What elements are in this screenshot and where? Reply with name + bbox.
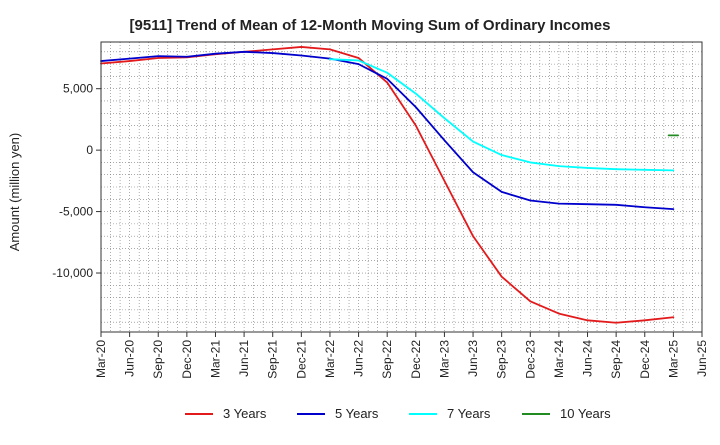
- x-tick-label: Mar-24: [552, 340, 566, 378]
- y-tick-label: 0: [86, 143, 93, 157]
- x-tick-label: Mar-23: [437, 340, 451, 378]
- x-tick-label: Sep-24: [609, 340, 623, 379]
- x-tick-label: Dec-24: [638, 340, 652, 379]
- series-line-5-years: [100, 50, 675, 211]
- x-tick-label: Jun-25: [695, 340, 709, 377]
- legend-label: 7 Years: [447, 406, 491, 421]
- x-tick-label: Dec-22: [409, 340, 423, 379]
- y-axis-label: Amount (million yen): [7, 133, 22, 252]
- series-line-7-years: [329, 58, 675, 172]
- x-tick-label: Mar-25: [666, 340, 680, 378]
- x-tick-label: Jun-20: [123, 340, 137, 377]
- x-tick-label: Jun-23: [466, 340, 480, 377]
- x-tick-label: Sep-20: [151, 340, 165, 379]
- y-tick-label: -5,000: [59, 205, 93, 219]
- y-tick-label: -10,000: [52, 266, 93, 280]
- grid-layer: [101, 42, 702, 332]
- x-tick-label: Jun-24: [581, 340, 595, 377]
- legend-label: 10 Years: [560, 406, 611, 421]
- x-tick-label: Jun-21: [237, 340, 251, 377]
- x-tick-label: Jun-22: [352, 340, 366, 377]
- axis-layer: 5,000 0 -5,000 -10,000 Mar-20 Jun-20 Sep-20 Dec…: [52, 82, 709, 379]
- series-layer: [100, 46, 680, 324]
- plot-frame: [100, 41, 703, 333]
- chart-title: [9511] Trend of Mean of 12-Month Moving …: [130, 17, 611, 34]
- x-tick-label: Dec-21: [294, 340, 308, 379]
- legend-label: 5 Years: [335, 406, 379, 421]
- x-tick-label: Dec-23: [523, 340, 537, 379]
- x-tick-label: Mar-20: [94, 340, 108, 378]
- legend: 3 Years 5 Years 7 Years 10 Years: [185, 406, 611, 421]
- x-tick-label: Mar-21: [208, 340, 222, 378]
- x-tick-label: Dec-20: [180, 340, 194, 379]
- legend-label: 3 Years: [223, 406, 267, 421]
- series-line-3-years: [100, 46, 675, 324]
- x-tick-label: Mar-22: [323, 340, 337, 378]
- x-tick-label: Sep-21: [266, 340, 280, 379]
- x-tick-label: Sep-23: [495, 340, 509, 379]
- x-tick-label: Sep-22: [380, 340, 394, 379]
- y-tick-label: 5,000: [63, 82, 93, 96]
